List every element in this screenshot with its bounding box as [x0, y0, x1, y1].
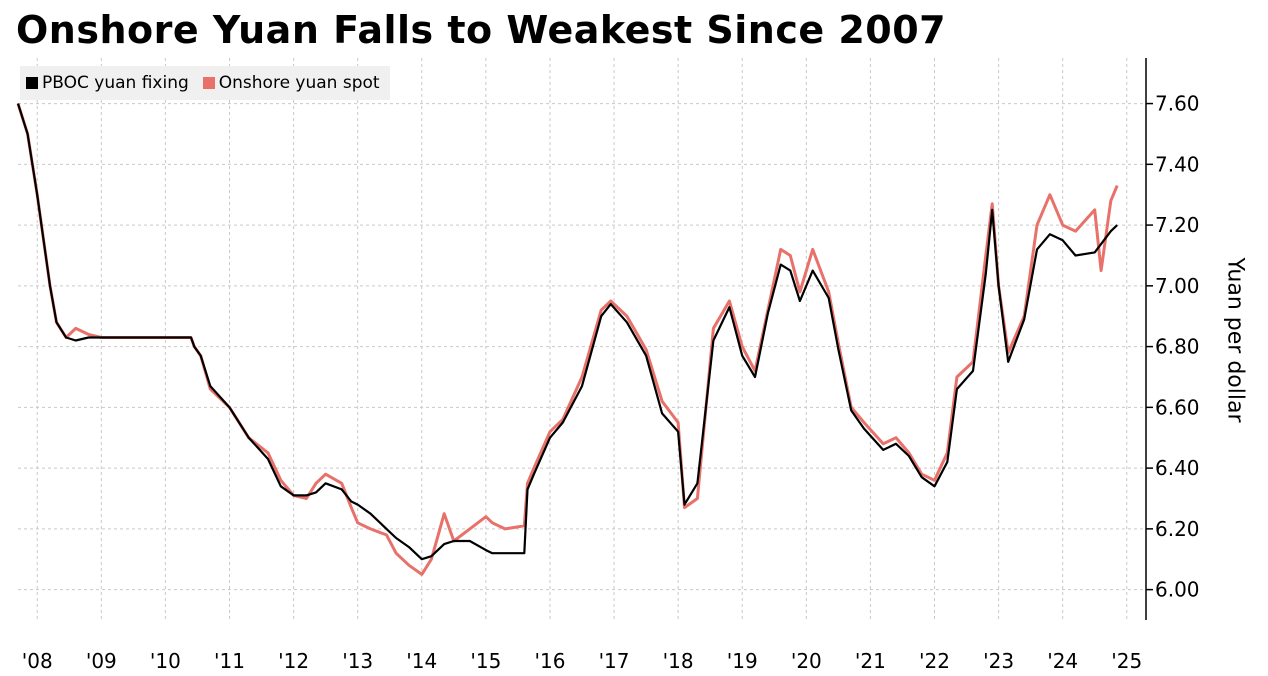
legend-swatch-fixing	[26, 77, 38, 89]
x-tick-label: '13	[342, 649, 373, 673]
x-tick-label: '12	[278, 649, 309, 673]
x-axis: '08 '09 '10 '11 '12 '13 '14 '15 '16 '17 '18 '19 '20 '…	[22, 649, 1142, 673]
y-tick-label: 6.80	[1155, 335, 1200, 359]
y-tick-label: 7.00	[1155, 274, 1200, 298]
gridlines	[18, 58, 1146, 620]
y-tick-label: 7.20	[1155, 213, 1200, 237]
x-tick-label: '25	[1111, 649, 1142, 673]
x-tick-label: '16	[534, 649, 565, 673]
y-axis-label: Yuan per dollar	[1222, 257, 1248, 423]
x-tick-label: '15	[470, 649, 501, 673]
y-tick-label: 6.40	[1155, 456, 1200, 480]
legend: PBOC yuan fixing Onshore yuan spot	[20, 66, 390, 100]
x-tick-label: '17	[599, 649, 630, 673]
series-layer	[16, 103, 1119, 576]
legend-label-fixing: PBOC yuan fixing	[42, 73, 189, 93]
x-tick-label: '22	[919, 649, 950, 673]
x-tick-label: '18	[663, 649, 694, 673]
x-tick-label: '09	[86, 649, 117, 673]
series-line-pboc-fixing	[16, 103, 1118, 561]
x-tick-label: '21	[855, 649, 886, 673]
x-tick-label: '23	[983, 649, 1014, 673]
series-line-onshore-spot	[16, 103, 1119, 576]
legend-item-fixing: PBOC yuan fixing	[26, 73, 189, 93]
x-tick-label: '08	[22, 649, 53, 673]
legend-item-spot: Onshore yuan spot	[202, 73, 380, 93]
y-tick-label: 7.60	[1155, 92, 1200, 116]
y-tick-label: 6.00	[1155, 578, 1200, 602]
y-axis: 6.00 6.20 6.40 6.60 6.80 7.00 7.20 7.40 7.60	[1145, 58, 1200, 620]
x-tick-label: '20	[791, 649, 822, 673]
x-tick-label: '14	[406, 649, 437, 673]
y-tick-label: 6.20	[1155, 517, 1200, 541]
x-tick-label: '19	[727, 649, 758, 673]
chart-title: Onshore Yuan Falls to Weakest Since 2007	[16, 8, 947, 52]
legend-swatch-spot	[202, 77, 215, 89]
legend-label-spot: Onshore yuan spot	[218, 73, 380, 93]
y-tick-label: 7.40	[1155, 152, 1200, 176]
x-tick-label: '24	[1047, 649, 1078, 673]
x-tick-label: '10	[150, 649, 181, 673]
x-tick-label: '11	[214, 649, 245, 673]
y-tick-label: 6.60	[1155, 395, 1200, 419]
